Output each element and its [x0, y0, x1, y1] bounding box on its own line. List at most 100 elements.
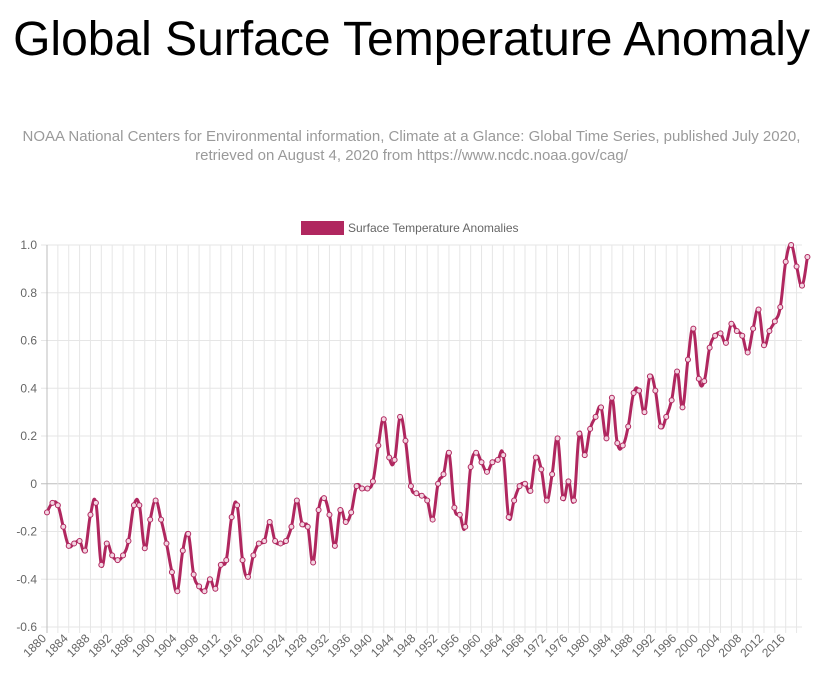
data-point[interactable]	[608, 394, 615, 401]
data-point[interactable]	[125, 538, 132, 545]
data-point[interactable]	[299, 521, 306, 528]
data-point[interactable]	[505, 514, 512, 521]
data-point[interactable]	[266, 518, 273, 525]
data-point[interactable]	[293, 497, 300, 504]
data-point[interactable]	[739, 332, 746, 339]
data-point[interactable]	[483, 468, 490, 475]
data-point[interactable]	[418, 492, 425, 499]
data-point[interactable]	[152, 497, 159, 504]
data-point[interactable]	[755, 306, 762, 313]
data-point[interactable]	[489, 459, 496, 466]
data-point[interactable]	[174, 588, 181, 595]
data-point[interactable]	[98, 561, 105, 568]
data-point[interactable]	[717, 330, 724, 337]
data-point[interactable]	[185, 530, 192, 537]
data-point[interactable]	[255, 540, 262, 547]
data-point[interactable]	[244, 573, 251, 580]
data-point[interactable]	[500, 452, 507, 459]
data-point[interactable]	[799, 282, 805, 289]
data-point[interactable]	[532, 454, 539, 461]
data-point[interactable]	[451, 504, 458, 511]
data-point[interactable]	[701, 378, 708, 385]
data-point[interactable]	[467, 464, 474, 471]
data-point[interactable]	[277, 540, 284, 547]
data-point[interactable]	[304, 523, 311, 530]
data-point[interactable]	[570, 497, 577, 504]
data-point[interactable]	[310, 559, 317, 566]
data-point[interactable]	[565, 478, 572, 485]
data-point[interactable]	[760, 342, 767, 349]
data-point[interactable]	[288, 523, 295, 530]
data-point[interactable]	[71, 540, 78, 547]
data-point[interactable]	[348, 509, 355, 516]
data-point[interactable]	[554, 435, 561, 442]
data-point[interactable]	[424, 497, 431, 504]
data-point[interactable]	[614, 440, 621, 447]
data-point[interactable]	[217, 561, 224, 568]
data-point[interactable]	[679, 404, 686, 411]
data-point[interactable]	[641, 409, 648, 416]
data-point[interactable]	[223, 557, 230, 564]
data-point[interactable]	[592, 413, 599, 420]
data-point[interactable]	[619, 442, 626, 449]
data-point[interactable]	[380, 416, 387, 423]
data-point[interactable]	[598, 404, 605, 411]
data-point[interactable]	[103, 540, 110, 547]
data-point[interactable]	[120, 552, 127, 559]
data-point[interactable]	[456, 511, 463, 518]
data-point[interactable]	[239, 557, 246, 564]
data-point[interactable]	[114, 557, 121, 564]
data-point[interactable]	[282, 538, 289, 545]
data-point[interactable]	[435, 480, 442, 487]
data-point[interactable]	[141, 545, 148, 552]
data-point[interactable]	[65, 542, 72, 549]
data-point[interactable]	[228, 514, 235, 521]
data-point[interactable]	[326, 511, 333, 518]
data-point[interactable]	[353, 483, 360, 490]
data-point[interactable]	[130, 502, 137, 509]
data-point[interactable]	[407, 483, 414, 490]
data-point[interactable]	[54, 502, 61, 509]
data-point[interactable]	[766, 327, 773, 334]
data-point[interactable]	[359, 485, 366, 492]
data-point[interactable]	[511, 497, 518, 504]
data-point[interactable]	[163, 540, 170, 547]
data-point[interactable]	[603, 435, 610, 442]
data-point[interactable]	[788, 242, 795, 248]
data-point[interactable]	[250, 552, 257, 559]
data-point[interactable]	[60, 523, 67, 530]
data-point[interactable]	[712, 332, 719, 339]
data-point[interactable]	[516, 483, 523, 490]
data-point[interactable]	[728, 320, 735, 327]
data-point[interactable]	[521, 480, 528, 487]
data-point[interactable]	[733, 327, 740, 334]
data-point[interactable]	[391, 456, 398, 463]
data-point[interactable]	[804, 253, 811, 260]
data-point[interactable]	[206, 576, 213, 583]
data-point[interactable]	[49, 499, 56, 506]
data-point[interactable]	[440, 471, 447, 478]
data-point[interactable]	[690, 325, 697, 332]
data-point[interactable]	[402, 437, 409, 444]
data-point[interactable]	[630, 390, 637, 397]
data-point[interactable]	[413, 490, 420, 497]
data-point[interactable]	[684, 356, 691, 363]
data-point[interactable]	[587, 425, 594, 432]
data-point[interactable]	[538, 466, 545, 473]
data-point[interactable]	[777, 304, 784, 311]
data-point[interactable]	[158, 516, 165, 523]
data-point[interactable]	[576, 430, 583, 437]
data-point[interactable]	[478, 459, 485, 466]
data-point[interactable]	[212, 585, 219, 592]
data-point[interactable]	[179, 547, 186, 554]
data-point[interactable]	[793, 263, 800, 270]
data-point[interactable]	[92, 499, 99, 506]
data-point[interactable]	[549, 471, 556, 478]
data-point[interactable]	[109, 552, 116, 559]
data-point[interactable]	[369, 478, 376, 485]
data-point[interactable]	[168, 569, 175, 576]
data-point[interactable]	[321, 495, 328, 502]
data-point[interactable]	[722, 339, 729, 346]
data-point[interactable]	[750, 325, 757, 332]
data-point[interactable]	[337, 507, 344, 514]
